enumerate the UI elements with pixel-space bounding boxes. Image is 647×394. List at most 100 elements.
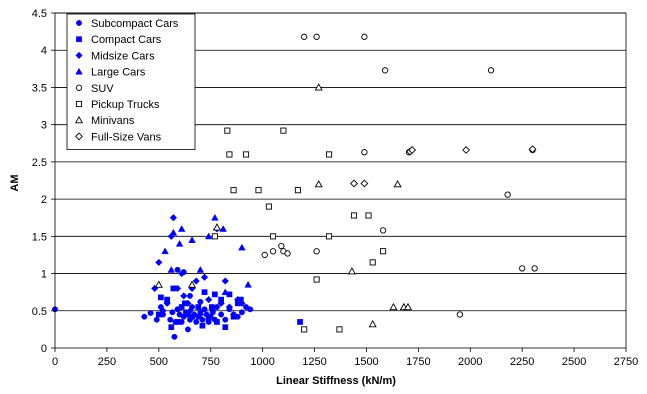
series-full-size-vans [350,145,537,188]
data-point [462,146,471,154]
x-tick-label: 1000 [250,356,274,368]
series-large-cars [161,213,252,296]
series-suv [261,33,538,318]
data-point [255,187,262,194]
data-point [186,307,194,315]
x-tick-label: 1750 [406,356,430,368]
legend-marker [75,132,83,141]
legend-marker [76,20,82,26]
data-point [350,179,358,188]
legend-label: SUV [91,83,114,95]
data-point [212,291,218,298]
data-point [193,318,200,325]
data-point [350,212,358,219]
data-point [178,304,185,310]
data-point [201,306,208,313]
data-point [154,280,163,288]
data-point [389,302,398,311]
data-point [313,33,320,40]
data-point [155,258,163,267]
data-point [368,319,377,328]
data-point [197,298,204,305]
data-point [229,310,238,319]
y-tick-label: 3.5 [32,82,47,94]
data-point [247,306,254,313]
series-compact-cars [155,285,303,331]
data-point [225,303,234,311]
data-point [238,243,246,251]
data-point [393,179,402,188]
data-point [265,203,272,210]
legend-marker [75,67,83,75]
data-points [52,33,538,340]
data-point [184,326,191,333]
series-pickup-trucks [211,127,387,333]
x-tick-label: 1250 [302,356,326,368]
data-point [244,280,252,288]
data-point [167,316,174,323]
data-point [141,313,148,320]
y-tick-label: 4.5 [32,8,47,20]
data-point [294,187,301,194]
data-point [212,223,222,231]
legend-label: Large Cars [91,67,146,79]
x-tick-label: 750 [202,356,220,368]
legend-marker [74,115,84,124]
data-point [301,33,308,40]
data-point [369,259,376,266]
data-point [169,228,178,236]
y-tick-label: 2 [41,194,47,206]
data-point [219,225,227,232]
data-point [199,316,206,323]
data-point [169,214,178,222]
legend-marker [75,51,83,60]
data-point [168,324,175,331]
data-point [159,307,167,315]
y-tick-label: 1 [41,269,47,281]
data-point [195,304,202,310]
data-point [280,127,287,134]
data-point [278,242,285,250]
data-point [161,247,169,255]
x-tick-label: 2750 [614,356,638,368]
data-point [173,284,182,293]
plot-area-frame [54,12,627,349]
data-point [171,333,178,340]
data-point [336,326,343,333]
legend-label: Midsize Cars [91,50,155,62]
legend-label: Pickup Trucks [91,99,160,111]
data-point [347,267,356,275]
data-point [204,295,213,304]
data-point [218,311,225,318]
data-point [214,319,220,325]
data-point [180,292,188,300]
data-point [314,179,323,188]
x-axis-title: Linear Stiffness (kN/m) [276,375,396,387]
data-point [528,145,537,154]
data-point [209,307,217,315]
y-axis-title: AM [9,174,21,191]
x-tick-labels: 0 250 500 750 1000 1250 1500 1750 2000 2250 2500 27… [52,356,638,368]
data-point [456,311,464,318]
legend-label: Subcompact Cars [91,18,179,30]
series-midsize-cars [151,214,246,319]
legend-marker [75,84,83,91]
data-point [211,213,219,221]
data-point [284,250,291,257]
data-point [200,273,209,281]
legend-label: Minivans [91,115,135,127]
data-point [153,316,160,323]
y-tick-label: 2.5 [32,157,47,169]
x-tick-label: 250 [98,356,116,368]
data-point [199,322,206,329]
data-point [155,311,162,318]
data-point [224,127,231,134]
data-point [187,280,197,288]
y-tick-labels: 0 0.5 1 1.5 2 2.5 3 3.5 4 4.5 [32,8,47,355]
data-point [361,149,368,156]
data-point [174,266,181,273]
y-tick-label: 1.5 [32,231,47,243]
data-point [408,146,417,154]
data-point [361,33,368,40]
